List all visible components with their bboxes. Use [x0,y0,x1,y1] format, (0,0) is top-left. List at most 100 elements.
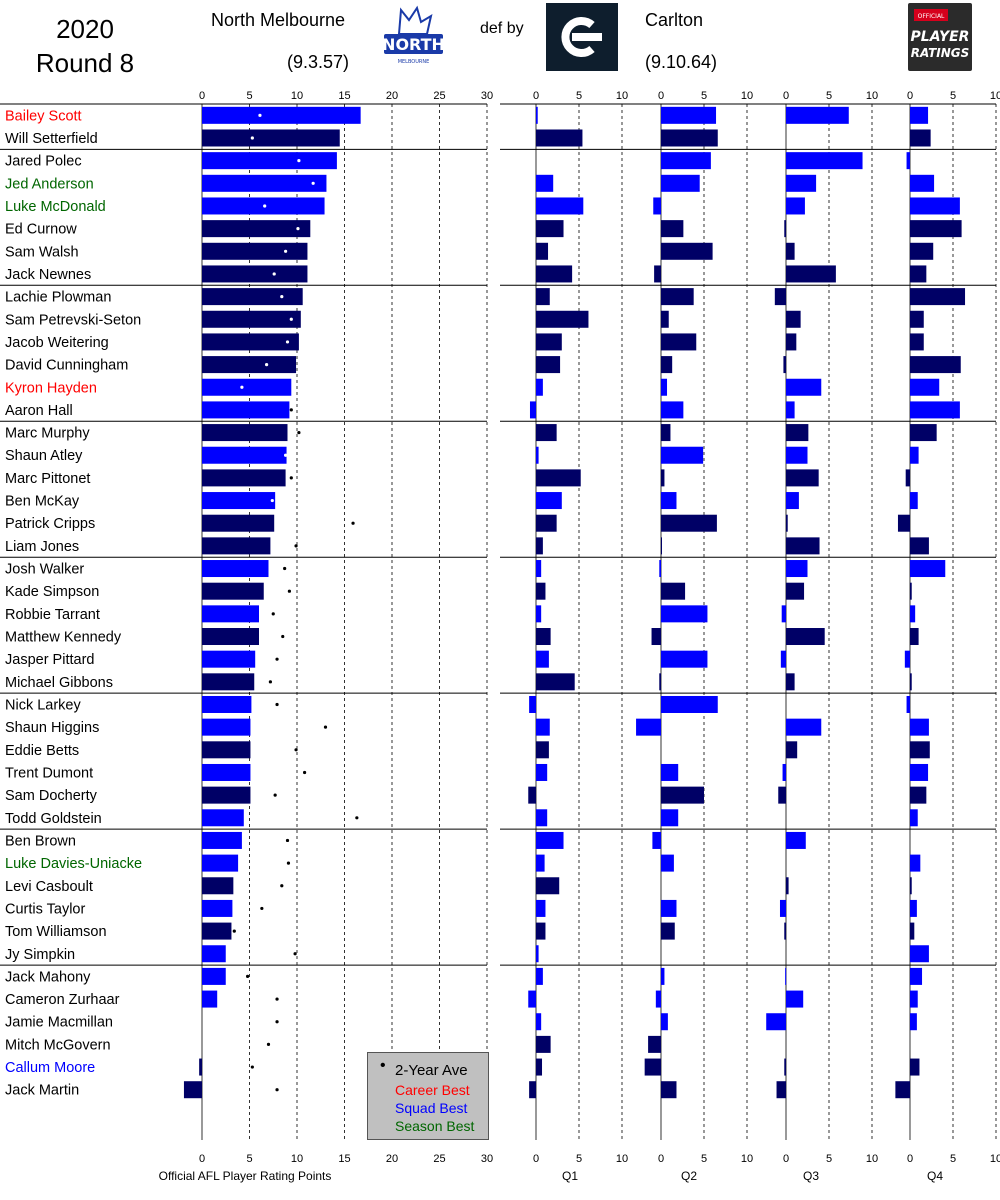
main-axis-label: Official AFL Player Rating Points [159,1169,332,1183]
quarter-bar [661,967,665,985]
ave-dot [351,521,355,525]
quarter-bar [661,695,718,713]
player-name: Callum Moore [5,1060,95,1076]
quarter-bar [636,718,661,736]
player-name: Lachie Plowman [5,290,111,306]
quarter-bar [910,424,937,442]
legend-season-best: Season Best [395,1118,475,1134]
player-name: Tom Williamson [5,924,107,940]
quarter-bar [536,288,550,306]
ave-dot [289,476,293,480]
rating-bar [202,967,226,985]
rating-bar [202,786,251,804]
quarter-bar [536,174,554,192]
quarter-bar [910,537,929,555]
main-tick-label-top: 0 [199,90,205,102]
quarter-bar [536,424,557,442]
quarter-bar [786,197,805,215]
quarter-bar [786,424,809,442]
ave-dot [285,838,290,843]
quarter-bar [536,537,543,555]
quarter-bar [786,152,863,170]
ave-dot [260,906,264,911]
legend-ave: 2-Year Ave [395,1062,468,1079]
player-name: Curtis Taylor [5,901,85,917]
quarter-bar [661,288,694,306]
quarter-bar [536,514,557,532]
ave-dot [275,657,279,661]
quarter-bar [661,514,717,532]
player-name: Sam Walsh [5,244,79,260]
quarter-tick-label-bottom: 5 [576,1153,582,1165]
quarter-tick-label-bottom: 0 [533,1153,539,1165]
ave-dot [275,702,279,707]
quarter-bar [778,786,786,804]
player-name: Levi Casboult [5,879,93,895]
player-name: Eddie Betts [5,743,79,759]
rating-bar [202,605,259,623]
quarter-bar [536,945,539,963]
quarter-bar [661,446,704,464]
quarter-bar [536,741,549,759]
player-name: Luke McDonald [5,199,106,215]
quarter-tick-label-top: 0 [533,90,539,102]
rating-bar [202,560,269,578]
quarter-bar [910,106,929,124]
ave-dot [272,272,276,276]
quarter-axis-label: Q2 [681,1169,697,1183]
quarter-axis-label: Q1 [562,1169,578,1183]
rating-bar [202,333,299,351]
quarter-bar [786,492,799,510]
rating-bar [202,265,308,283]
quarter-bar [536,763,548,781]
quarter-bar [910,129,931,147]
player-name: David Cunningham [5,358,128,374]
rating-bar [202,809,244,827]
quarter-bar [536,922,546,940]
quarter-bar [910,378,940,396]
quarter-bar [910,492,918,510]
svg-text:OFFICIAL: OFFICIAL [918,13,945,20]
player-name: Jed Anderson [5,176,94,192]
quarter-bar [536,1058,543,1076]
quarter-bar [766,1013,786,1031]
ave-dot [294,544,298,548]
quarter-bar [529,401,536,419]
quarter-tick-label-top: 5 [576,90,582,102]
quarter-bar [529,1081,536,1099]
quarter-bar [910,310,924,328]
player-name: Jamie Macmillan [5,1015,113,1031]
player-name: Nick Larkey [5,697,81,713]
rating-bar [202,990,218,1008]
quarter-bar [661,106,717,124]
quarter-bar [536,310,589,328]
quarter-bar [910,288,966,306]
quarter-bar [536,469,581,487]
quarter-bar [661,786,704,804]
quarter-bar [774,288,786,306]
rating-bar [202,356,297,374]
quarter-axis-label: Q4 [927,1169,943,1183]
player-name: Marc Pittonet [5,471,90,487]
player-name: Michael Gibbons [5,675,113,691]
quarter-bar [661,220,684,238]
ave-dot [240,385,244,389]
ave-dot [303,770,307,775]
main-tick-label-bottom: 5 [246,1153,252,1165]
quarter-bar [651,628,661,646]
quarter-bar [661,854,674,872]
ave-dot [294,748,298,752]
ave-dot [232,929,236,933]
ave-dot [284,249,288,253]
svg-text:PLAYER: PLAYER [911,29,970,45]
ave-dot [250,136,254,140]
ave-dot [268,680,272,684]
quarter-bar [661,922,675,940]
player-name: Liam Jones [5,539,79,555]
rating-bar [202,220,311,238]
player-name: Luke Davies-Uniacke [5,856,142,872]
carlton-logo [546,3,618,71]
quarter-bar [661,492,677,510]
player-name: Jared Polec [5,154,82,170]
home-team-name: North Melbourne [211,10,346,30]
